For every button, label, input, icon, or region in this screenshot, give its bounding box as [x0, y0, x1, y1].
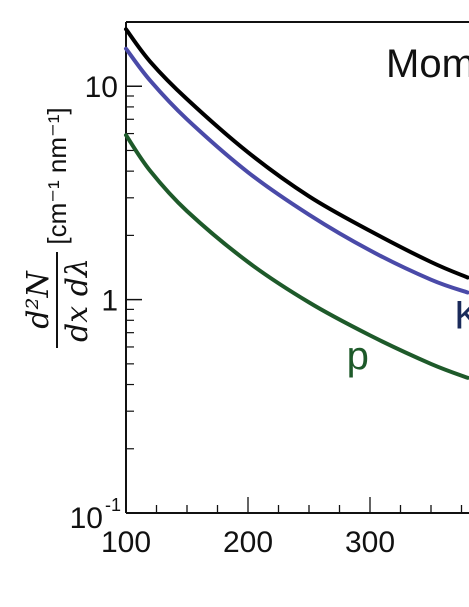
y-label-numerator: d²N — [21, 270, 56, 329]
series-line-1 — [124, 27, 469, 280]
y-tick-label: 10 — [70, 502, 103, 535]
series-line-3 — [124, 133, 469, 380]
y-tick-label: 10 — [85, 71, 118, 104]
curve-label: K — [454, 294, 469, 338]
x-tick-label: 200 — [223, 526, 273, 559]
y-label-units: [cm⁻¹ nm⁻¹] — [42, 107, 72, 244]
chart-title: Mom — [386, 42, 469, 86]
curve-label: p — [347, 334, 369, 378]
x-tick-label: 100 — [101, 526, 151, 559]
series-line-2 — [124, 46, 469, 295]
x-tick-label: 300 — [345, 526, 395, 559]
y-tick-label: 1 — [101, 285, 118, 318]
y-tick-label-exponent: -1 — [105, 495, 121, 515]
y-label-denominator: dx dλ — [60, 258, 95, 342]
y-axis-label: d²N dx dλ [cm⁻¹ nm⁻¹] — [21, 107, 95, 348]
